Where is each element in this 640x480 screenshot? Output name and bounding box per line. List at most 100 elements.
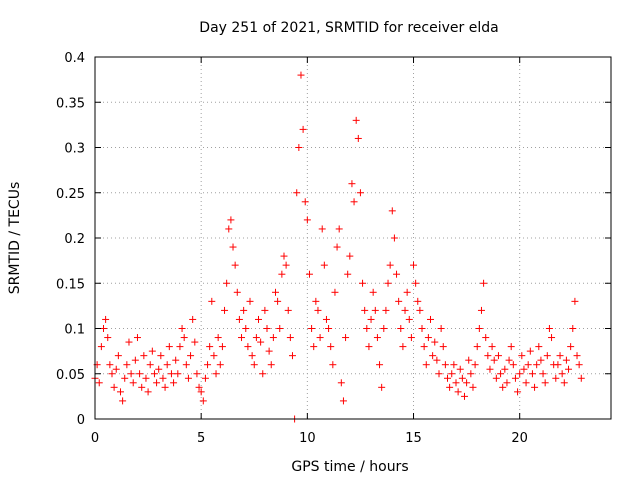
- data-point: [556, 352, 564, 360]
- data-point: [201, 374, 209, 382]
- data-point: [541, 379, 549, 387]
- data-point: [528, 370, 536, 378]
- data-point: [554, 361, 562, 369]
- data-point: [170, 379, 178, 387]
- data-point: [346, 252, 354, 260]
- data-point: [395, 297, 403, 305]
- data-point: [342, 334, 350, 342]
- data-point: [511, 374, 519, 382]
- data-point: [484, 352, 492, 360]
- data-point: [274, 297, 282, 305]
- data-point: [102, 315, 110, 323]
- data-point: [350, 198, 358, 206]
- data-point: [167, 370, 175, 378]
- data-point: [388, 207, 396, 215]
- data-point: [365, 343, 373, 351]
- data-point: [312, 297, 320, 305]
- data-point: [560, 379, 568, 387]
- data-point: [305, 270, 313, 278]
- data-point: [318, 225, 326, 233]
- data-point: [310, 343, 318, 351]
- data-point: [507, 343, 515, 351]
- data-point: [189, 315, 197, 323]
- data-point: [524, 361, 532, 369]
- data-point: [182, 361, 190, 369]
- data-point: [567, 343, 575, 351]
- data-point: [193, 370, 201, 378]
- x-tick-label: 0: [91, 431, 99, 446]
- data-point: [518, 352, 526, 360]
- data-point: [354, 134, 362, 142]
- data-point: [577, 374, 585, 382]
- data-point: [480, 279, 488, 287]
- data-point: [371, 306, 379, 314]
- data-point: [331, 288, 339, 296]
- data-point: [293, 189, 301, 197]
- data-point: [136, 370, 144, 378]
- data-point: [465, 356, 473, 364]
- data-point: [410, 261, 418, 269]
- data-point: [361, 306, 369, 314]
- data-point: [174, 370, 182, 378]
- data-point: [214, 334, 222, 342]
- data-point: [384, 279, 392, 287]
- data-point: [431, 338, 439, 346]
- data-point: [416, 306, 424, 314]
- axis-ticks: 0 0.05 0.1 0.15 0.2 0.25 0.3 0.35 0.4 0 5 10 15 20: [56, 51, 611, 446]
- data-point: [562, 356, 570, 364]
- data-point: [501, 365, 509, 373]
- data-point: [99, 325, 107, 332]
- data-point: [327, 343, 335, 351]
- data-point: [427, 315, 435, 323]
- data-point: [552, 374, 560, 382]
- data-point: [486, 365, 494, 373]
- data-point: [382, 306, 390, 314]
- data-point: [238, 334, 246, 342]
- data-point: [206, 343, 214, 351]
- data-point: [252, 334, 260, 342]
- data-point: [112, 365, 120, 373]
- y-tick-label: 0: [77, 413, 85, 428]
- data-point: [352, 116, 360, 124]
- data-point: [407, 334, 415, 342]
- data-point: [509, 361, 517, 369]
- data-point: [119, 397, 127, 405]
- data-point: [325, 325, 333, 332]
- data-point: [127, 370, 135, 378]
- data-point: [558, 370, 566, 378]
- chart-title: Day 251 of 2021, SRMTID for receiver eld…: [199, 20, 498, 36]
- data-point: [121, 374, 129, 382]
- data-point: [545, 325, 553, 332]
- data-point: [165, 343, 173, 351]
- data-point: [246, 297, 254, 305]
- data-point: [138, 383, 146, 391]
- data-point: [157, 352, 165, 360]
- data-point: [516, 370, 524, 378]
- data-point: [320, 261, 328, 269]
- data-point: [155, 365, 163, 373]
- data-point: [184, 374, 192, 382]
- data-point: [450, 361, 458, 369]
- data-point: [390, 234, 398, 242]
- data-point: [522, 379, 530, 387]
- data-point: [499, 383, 507, 391]
- y-tick-label: 0.2: [64, 232, 85, 247]
- data-point: [104, 334, 112, 342]
- data-point: [386, 261, 394, 269]
- y-tick-label: 0.1: [64, 323, 85, 338]
- data-point: [197, 388, 205, 396]
- data-point: [303, 216, 311, 224]
- data-point: [240, 306, 248, 314]
- data-point: [265, 347, 273, 355]
- data-point: [575, 361, 583, 369]
- data-points: [91, 71, 585, 423]
- data-point: [369, 288, 377, 296]
- x-tick-label: 10: [299, 431, 316, 446]
- data-point: [322, 315, 330, 323]
- data-point: [95, 379, 103, 387]
- data-point: [458, 374, 466, 382]
- data-point: [456, 365, 464, 373]
- data-point: [129, 379, 137, 387]
- data-point: [263, 325, 271, 332]
